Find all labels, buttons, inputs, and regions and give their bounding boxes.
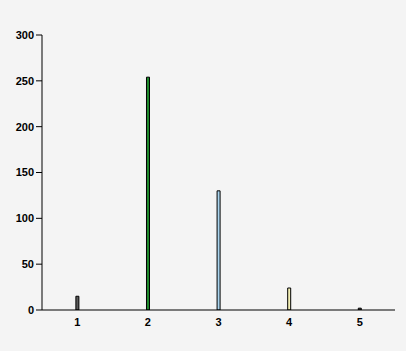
svg-text:100: 100: [16, 212, 34, 224]
svg-text:50: 50: [22, 258, 34, 270]
svg-text:300: 300: [16, 29, 34, 41]
svg-text:5: 5: [357, 316, 363, 328]
svg-text:1: 1: [74, 316, 80, 328]
svg-text:150: 150: [16, 166, 34, 178]
svg-text:2: 2: [145, 316, 151, 328]
svg-text:4: 4: [286, 316, 293, 328]
svg-text:250: 250: [16, 75, 34, 87]
svg-text:3: 3: [215, 316, 221, 328]
svg-text:200: 200: [16, 121, 34, 133]
svg-text:0: 0: [28, 304, 34, 316]
